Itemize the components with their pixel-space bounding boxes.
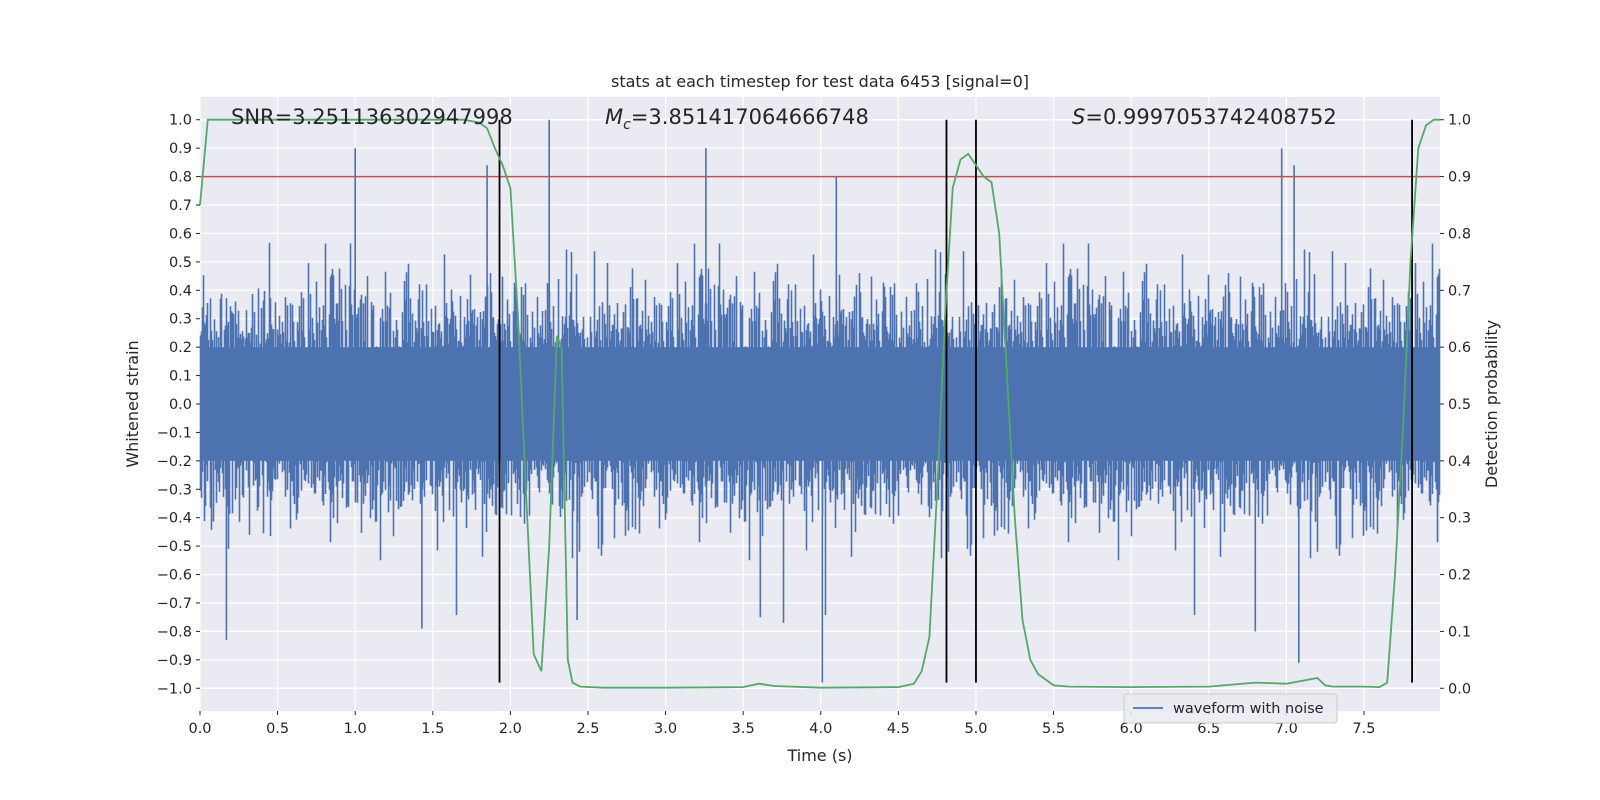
waveform-series [199, 119, 1441, 683]
y-right-tick-label: 0.2 [1448, 568, 1471, 584]
x-tick-label: 6.0 [1120, 721, 1143, 737]
y-right-tick-label: 0.9 [1448, 170, 1471, 186]
x-tick-label: 2.0 [499, 721, 522, 737]
y-left-tick-label: −0.9 [157, 653, 192, 669]
x-tick-label: 7.0 [1275, 721, 1298, 737]
y-left-tick-label: 0.6 [169, 226, 192, 242]
y-right-tick-label: 0.3 [1448, 511, 1471, 527]
y-right-tick-label: 0.8 [1448, 226, 1471, 242]
y-left-tick-label: −0.1 [157, 425, 192, 441]
y-right-axis-label: Detection probability [1482, 320, 1501, 488]
x-axis-label: Time (s) [786, 746, 852, 765]
x-tick-label: 4.5 [887, 721, 910, 737]
s-value: =0.9997053742408752 [1085, 105, 1336, 129]
legend-box [1123, 693, 1338, 724]
y-right-tick-label: 0.6 [1448, 340, 1471, 356]
y-left-tick-label: −0.6 [157, 568, 192, 584]
legend-label-waveform: waveform with noise [1173, 701, 1324, 717]
y-left-tick-label: 0.0 [169, 397, 192, 413]
x-tick-label: 1.0 [344, 721, 367, 737]
y-right-tick-label: 0.7 [1448, 283, 1471, 299]
y-left-tick-label: 0.4 [169, 283, 192, 299]
y-left-tick-label: 0.7 [169, 198, 192, 214]
y-left-tick-label: −1.0 [157, 681, 192, 697]
y-left-axis-label: Whitened strain [123, 340, 142, 467]
y-left-tick-label: 0.3 [169, 312, 192, 328]
y-left-tick-label: −0.5 [157, 539, 192, 555]
y-left-tick-label: −0.3 [157, 482, 192, 498]
detection-probability-line [199, 118, 1440, 689]
x-tick-label: 5.5 [1042, 721, 1065, 737]
x-tick-label: 1.5 [421, 721, 444, 737]
marker-lines [498, 119, 1413, 683]
y-left-tick-label: −0.4 [157, 511, 192, 527]
y-left-tick-label: 1.0 [169, 113, 192, 129]
waveform-path [199, 119, 1441, 683]
y-right-tick-label: 1.0 [1448, 113, 1471, 129]
x-tick-label: 3.5 [732, 721, 755, 737]
y-left-tick-label: 0.8 [169, 170, 192, 186]
y-right-tick-label: 0.1 [1448, 624, 1471, 640]
y-right-axis-ticks: 1.0 0.9 0.8 0.7 0.6 0.5 0.4 0.3 0.2 0.1 0.0 [1440, 113, 1471, 697]
y-right-tick-label: 0.0 [1448, 681, 1471, 697]
y-left-axis-ticks: 1.0 0.9 0.8 0.7 0.6 0.5 0.4 0.3 0.2 0.1 0.0 −0.1 −0.… [157, 113, 200, 697]
chart-title: stats at each timestep for test data 645… [611, 72, 1029, 91]
x-tick-label: 2.5 [576, 721, 599, 737]
y-left-tick-label: 0.9 [169, 141, 192, 157]
y-left-tick-label: −0.8 [157, 624, 192, 640]
s-symbol: S [1072, 105, 1085, 129]
chirp-mass-value: =3.851417064666748 [631, 105, 869, 129]
x-axis-ticks: 0.0 0.5 1.0 1.5 2.0 2.5 3.0 3.5 4.0 4.5 5.0 5.5 6.0 6… [188, 711, 1375, 737]
y-left-tick-label: 0.5 [169, 255, 192, 271]
x-tick-label: 0.0 [188, 721, 211, 737]
x-tick-label: 4.0 [809, 721, 832, 737]
x-tick-label: 0.5 [266, 721, 289, 737]
x-tick-label: 7.5 [1352, 721, 1375, 737]
y-left-tick-label: −0.7 [157, 596, 192, 612]
snr-annotation: SNR=3.251136302947998 [231, 105, 513, 129]
chirp-mass-annotation: Mc=3.851417064666748 [605, 105, 869, 133]
y-left-tick-label: 0.2 [169, 340, 192, 356]
y-left-tick-label: −0.2 [157, 454, 192, 470]
chirp-mass-subscript: c [623, 117, 631, 133]
s-annotation: S=0.9997053742408752 [1072, 105, 1337, 129]
y-right-tick-label: 0.4 [1448, 454, 1471, 470]
chirp-mass-symbol: M [605, 105, 623, 129]
y-left-tick-label: 0.1 [169, 369, 192, 385]
legend: waveform with noise [1123, 693, 1338, 724]
y-right-tick-label: 0.5 [1448, 397, 1471, 413]
x-tick-label: 5.0 [964, 721, 987, 737]
x-tick-label: 3.0 [654, 721, 677, 737]
detection-probability-series [199, 118, 1440, 689]
x-tick-label: 6.5 [1197, 721, 1220, 737]
